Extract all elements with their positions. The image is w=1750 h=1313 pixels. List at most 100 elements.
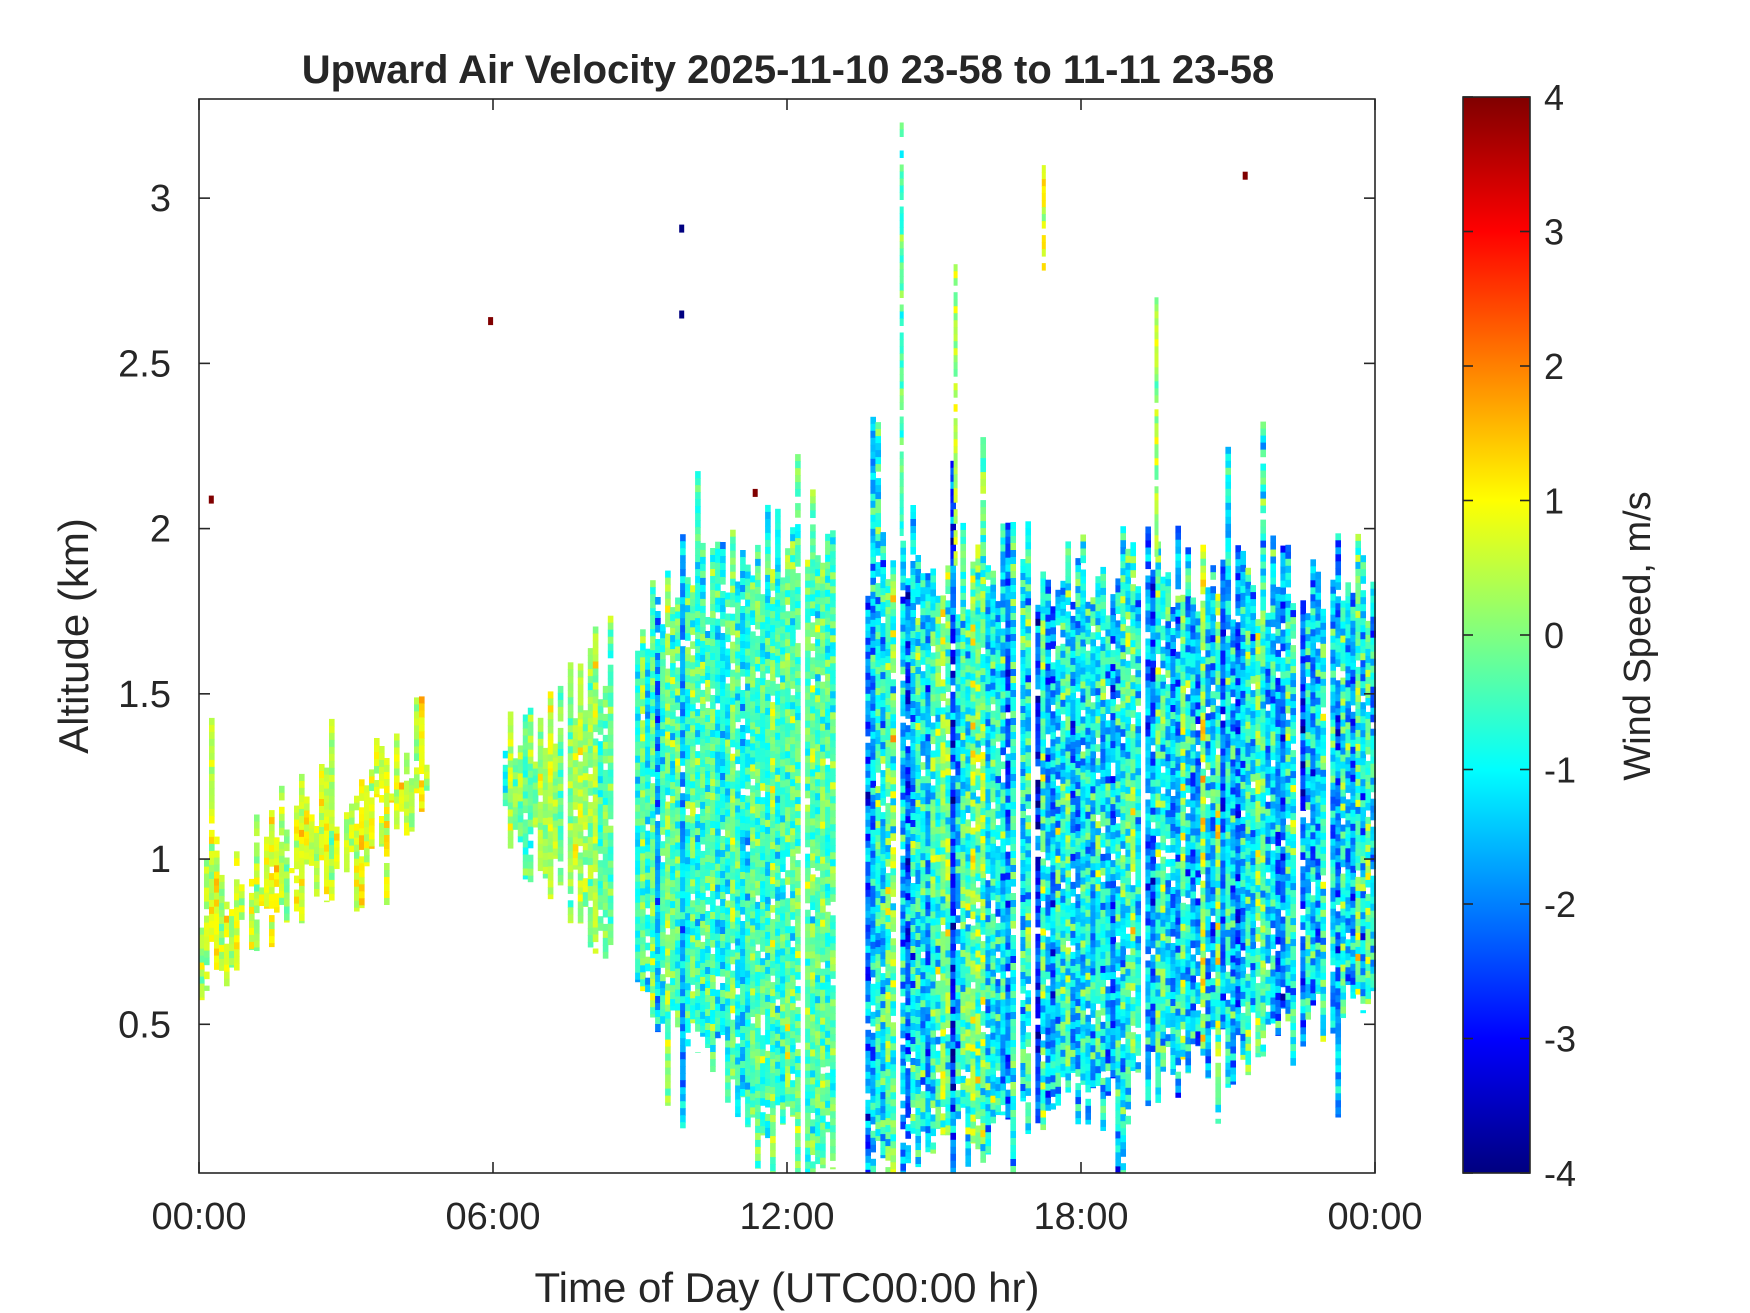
heatmap-cell	[685, 836, 691, 844]
heatmap-cell	[424, 771, 430, 780]
heatmap-cell	[910, 995, 916, 1003]
heatmap-cell	[785, 793, 791, 801]
heatmap-cell	[660, 645, 666, 653]
heatmap-cell	[770, 1108, 776, 1116]
heatmap-cell	[344, 847, 350, 855]
heatmap-cell	[304, 838, 310, 847]
heatmap-cell	[890, 917, 896, 925]
heatmap-cell	[414, 711, 420, 719]
heatmap-cell	[830, 600, 836, 608]
heatmap-cell	[655, 940, 661, 948]
heatmap-cell	[720, 773, 726, 781]
heatmap-cell	[700, 787, 706, 796]
heatmap-cell	[695, 926, 701, 934]
heatmap-cell	[364, 785, 370, 793]
heatmap-cell	[582, 745, 589, 753]
heatmap-cell	[660, 638, 666, 646]
heatmap-cell	[700, 871, 706, 880]
heatmap-cell	[695, 1003, 701, 1011]
heatmap-cell	[740, 816, 746, 824]
heatmap-cell	[640, 776, 646, 784]
heatmap-cell	[875, 611, 881, 619]
heatmap-cell	[214, 871, 220, 880]
heatmap-cell	[870, 549, 876, 558]
heatmap-cell	[830, 530, 836, 538]
heatmap-cell	[910, 820, 916, 828]
heatmap-cell	[214, 899, 220, 908]
heatmap-cell	[720, 843, 726, 851]
heatmap-cell	[527, 826, 534, 835]
heatmap-cell	[790, 807, 796, 815]
heatmap-cell	[885, 586, 891, 594]
heatmap-cell	[875, 863, 881, 871]
heatmap-cell	[314, 882, 320, 890]
heatmap-cell	[640, 930, 646, 938]
heatmap-cell	[790, 695, 796, 703]
heatmap-cell	[915, 674, 921, 682]
heatmap-cell	[547, 761, 554, 769]
heatmap-cell	[199, 969, 205, 978]
heatmap-cell	[830, 1146, 836, 1154]
heatmap-cell	[870, 1074, 876, 1083]
heatmap-cell	[805, 979, 811, 988]
heatmap-cell	[875, 632, 881, 640]
heatmap-cell	[805, 853, 811, 862]
heatmap-cell	[695, 485, 701, 493]
heatmap-cell	[760, 720, 766, 728]
heatmap-cell	[760, 902, 766, 910]
heatmap-cell	[695, 667, 701, 675]
heatmap-cell	[234, 949, 240, 957]
heatmap-cell	[710, 954, 716, 962]
heatmap-cell	[750, 820, 756, 828]
heatmap-cell	[655, 1031, 661, 1033]
heatmap-cell	[249, 913, 255, 922]
heatmap-cell	[710, 569, 716, 577]
heatmap-cell	[577, 726, 584, 735]
heatmap-cell	[675, 814, 681, 823]
heatmap-cell	[785, 1010, 791, 1018]
heatmap-cell	[675, 702, 681, 711]
heatmap-cell	[865, 1008, 871, 1017]
heatmap-cell	[815, 639, 821, 647]
heatmap-cell	[592, 794, 599, 803]
heatmap-cell	[229, 909, 235, 917]
heatmap-cell	[915, 996, 921, 1004]
heatmap-cell	[715, 688, 721, 697]
heatmap-cell	[394, 817, 400, 826]
heatmap-cell	[685, 913, 691, 921]
heatmap-cell	[209, 717, 215, 726]
heatmap-cell	[765, 973, 771, 982]
heatmap-cell	[765, 812, 771, 821]
heatmap-cell	[775, 585, 781, 594]
heatmap-cell	[795, 986, 801, 994]
heatmap-cell	[259, 887, 265, 895]
heatmap-cell	[740, 592, 746, 600]
heatmap-cell	[900, 708, 906, 717]
heatmap-cell	[254, 898, 260, 907]
heatmap-cell	[805, 1133, 811, 1142]
heatmap-cell	[542, 782, 549, 791]
heatmap-cell	[775, 613, 781, 622]
heatmap-cell	[685, 661, 691, 669]
heatmap-cell	[730, 536, 736, 545]
heatmap-cell	[875, 1122, 881, 1130]
heatmap-cell	[507, 753, 514, 762]
heatmap-cell	[890, 889, 896, 897]
heatmap-cell	[820, 968, 826, 977]
heatmap-cell	[690, 886, 696, 894]
heatmap-cell	[645, 956, 651, 965]
heatmap-cell	[665, 1081, 671, 1090]
heatmap-cell	[865, 1127, 871, 1136]
heatmap-cell	[725, 753, 731, 762]
heatmap-cell	[655, 961, 661, 969]
heatmap-cell	[414, 739, 420, 747]
heatmap-cell	[735, 966, 741, 975]
heatmap-cell	[690, 851, 696, 859]
heatmap-cell	[890, 1162, 896, 1170]
heatmap-cell	[880, 581, 886, 589]
heatmap-cell	[635, 902, 641, 911]
heatmap-cell	[760, 1070, 766, 1078]
heatmap-cell	[680, 674, 686, 682]
heatmap-cell	[294, 861, 300, 870]
heatmap-cell	[925, 678, 931, 686]
